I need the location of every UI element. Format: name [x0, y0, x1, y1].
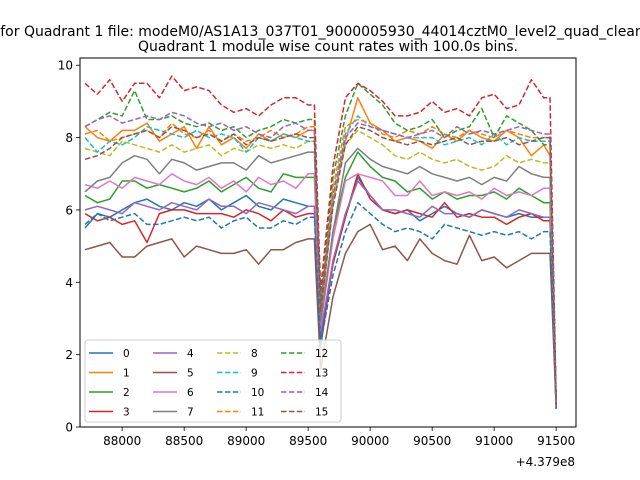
chart-title: Quadrant 1 module wise count rates with …: [138, 39, 518, 55]
x-tick-label: 90000: [351, 434, 389, 448]
figure-suptitle: Plot for Quadrant 1 file: modeM0/AS1A13_…: [0, 24, 640, 40]
series-line-3: [84, 173, 557, 409]
legend-label-15: 15: [315, 407, 328, 419]
series-line-6: [84, 173, 557, 409]
legend-label-3: 3: [123, 407, 130, 419]
legend-label-12: 12: [315, 348, 328, 360]
x-tick-label: 89500: [289, 434, 327, 448]
legend-box: [84, 339, 342, 423]
legend-label-2: 2: [123, 387, 130, 399]
legend-label-8: 8: [251, 348, 258, 360]
legend-label-0: 0: [123, 348, 130, 360]
legend-label-13: 13: [315, 368, 328, 380]
x-tick-label: 91500: [537, 434, 575, 448]
y-tick-label: 10: [58, 59, 73, 73]
legend-label-7: 7: [187, 407, 194, 419]
y-tick-label: 8: [65, 131, 73, 145]
x-tick-label: 90500: [413, 434, 451, 448]
plot-frame: [79, 57, 577, 428]
x-tick-label: 88500: [165, 434, 203, 448]
y-tick-label: 4: [65, 276, 73, 290]
y-tick-label: 6: [65, 203, 73, 217]
x-tick-label: 91000: [475, 434, 513, 448]
series-line-12: [84, 82, 557, 402]
legend-label-6: 6: [187, 387, 194, 399]
legend-label-9: 9: [251, 368, 258, 380]
legend-label-10: 10: [251, 387, 264, 399]
x-tick-label: 88000: [103, 434, 141, 448]
y-axis: 0 2 4 6 8 10: [58, 59, 80, 435]
series-line-15: [84, 125, 557, 406]
x-tick-label: 89000: [227, 434, 265, 448]
x-axis-offset-label: +4.379e8: [516, 455, 575, 469]
legend-label-14: 14: [315, 387, 329, 399]
legend-label-4: 4: [187, 348, 194, 360]
y-tick-label: 0: [65, 421, 73, 435]
series-line-7: [84, 147, 557, 406]
x-axis: 88000 88500 89000 89500 90000 90500 91000 91500: [103, 427, 575, 448]
legend-label-11: 11: [251, 407, 264, 419]
legend-label-1: 1: [123, 368, 130, 380]
legend-label-5: 5: [187, 368, 194, 380]
series-line-11: [84, 118, 557, 406]
y-tick-label: 2: [65, 348, 73, 362]
